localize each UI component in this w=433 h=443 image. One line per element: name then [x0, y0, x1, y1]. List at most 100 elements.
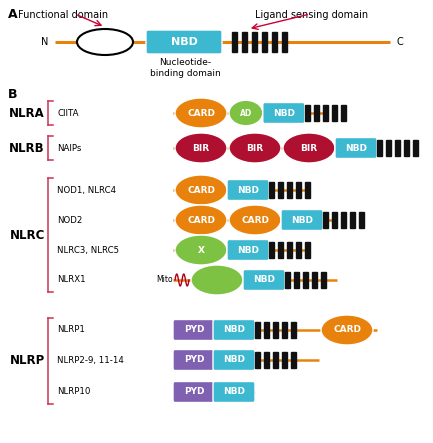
Text: NLRP2-9, 11-14: NLRP2-9, 11-14 — [57, 355, 124, 365]
Bar — [296, 182, 301, 198]
Ellipse shape — [229, 133, 281, 163]
FancyBboxPatch shape — [213, 381, 255, 403]
Bar — [255, 322, 260, 338]
FancyBboxPatch shape — [243, 269, 285, 291]
Text: NOD2: NOD2 — [57, 215, 82, 225]
Ellipse shape — [77, 29, 133, 55]
Text: NBD: NBD — [345, 144, 367, 152]
Text: NBD: NBD — [171, 37, 197, 47]
Text: NLRC: NLRC — [10, 229, 45, 241]
Bar — [282, 352, 287, 368]
Bar — [323, 105, 328, 121]
Bar — [296, 242, 301, 258]
Text: A: A — [8, 8, 18, 21]
Text: NLRP10: NLRP10 — [57, 388, 90, 396]
Bar — [255, 352, 260, 368]
Text: AD: AD — [240, 109, 252, 117]
Text: NLRX1: NLRX1 — [57, 276, 86, 284]
Text: Mito: Mito — [156, 276, 173, 284]
Bar — [359, 212, 364, 228]
Text: NBD: NBD — [223, 326, 245, 334]
Bar — [305, 182, 310, 198]
Text: CARD: CARD — [241, 215, 269, 225]
FancyBboxPatch shape — [281, 210, 323, 230]
Text: NLRC3, NLRC5: NLRC3, NLRC5 — [57, 245, 119, 254]
Text: C: C — [397, 37, 404, 47]
Text: N: N — [41, 37, 48, 47]
Bar — [350, 212, 355, 228]
FancyBboxPatch shape — [173, 350, 215, 370]
Text: NLRP1: NLRP1 — [57, 326, 85, 334]
Bar — [294, 272, 299, 288]
Bar — [252, 32, 257, 52]
Text: NBD: NBD — [253, 276, 275, 284]
Text: CIITA: CIITA — [57, 109, 78, 117]
Bar — [232, 32, 237, 52]
Bar — [404, 140, 409, 156]
Bar — [291, 322, 296, 338]
FancyBboxPatch shape — [227, 179, 269, 201]
FancyBboxPatch shape — [227, 240, 269, 260]
Bar — [269, 182, 274, 198]
Text: CARD: CARD — [187, 215, 215, 225]
Bar — [282, 32, 287, 52]
Bar — [386, 140, 391, 156]
Text: NBD: NBD — [237, 245, 259, 254]
Bar — [332, 212, 337, 228]
Bar — [312, 272, 317, 288]
Text: CARD: CARD — [187, 186, 215, 194]
Text: NLRB: NLRB — [10, 141, 45, 155]
Text: B: B — [8, 88, 17, 101]
Text: CARD: CARD — [187, 109, 215, 117]
Text: NOD1, NLRC4: NOD1, NLRC4 — [57, 186, 116, 194]
Bar — [269, 242, 274, 258]
Text: BIR: BIR — [246, 144, 264, 152]
Ellipse shape — [191, 265, 243, 295]
Bar — [264, 322, 269, 338]
Ellipse shape — [321, 315, 373, 345]
Bar — [413, 140, 418, 156]
FancyBboxPatch shape — [173, 319, 215, 341]
Ellipse shape — [175, 205, 227, 235]
Bar — [395, 140, 400, 156]
Text: NLRP: NLRP — [10, 354, 45, 368]
Ellipse shape — [175, 175, 227, 205]
FancyBboxPatch shape — [263, 102, 305, 124]
Text: PYD: PYD — [184, 326, 204, 334]
Text: NBD: NBD — [291, 215, 313, 225]
Text: NBD: NBD — [273, 109, 295, 117]
Text: PYD: PYD — [184, 388, 204, 396]
Bar — [242, 32, 247, 52]
Text: NBD: NBD — [237, 186, 259, 194]
Text: PYD: PYD — [184, 355, 204, 365]
Text: NBD: NBD — [223, 355, 245, 365]
Ellipse shape — [175, 235, 227, 265]
Bar — [303, 272, 308, 288]
Bar — [291, 352, 296, 368]
Text: NBD: NBD — [223, 388, 245, 396]
Bar — [332, 105, 337, 121]
Bar — [272, 32, 277, 52]
Bar — [341, 105, 346, 121]
Bar — [287, 182, 292, 198]
Text: X: X — [197, 245, 204, 254]
Text: Ligand sensing domain: Ligand sensing domain — [255, 10, 368, 20]
Bar — [305, 242, 310, 258]
FancyBboxPatch shape — [213, 350, 255, 370]
FancyBboxPatch shape — [335, 137, 377, 159]
Bar — [321, 272, 326, 288]
Bar — [377, 140, 382, 156]
Ellipse shape — [283, 133, 335, 163]
Bar — [314, 105, 319, 121]
Bar — [264, 352, 269, 368]
Ellipse shape — [175, 133, 227, 163]
Bar — [341, 212, 346, 228]
Text: BIR: BIR — [192, 144, 210, 152]
Text: NLRA: NLRA — [9, 106, 45, 120]
Text: BIR: BIR — [301, 144, 317, 152]
FancyBboxPatch shape — [173, 381, 215, 403]
Bar — [278, 182, 283, 198]
FancyBboxPatch shape — [146, 30, 222, 54]
Text: NAIPs: NAIPs — [57, 144, 81, 152]
Text: Functional domain: Functional domain — [18, 10, 108, 20]
